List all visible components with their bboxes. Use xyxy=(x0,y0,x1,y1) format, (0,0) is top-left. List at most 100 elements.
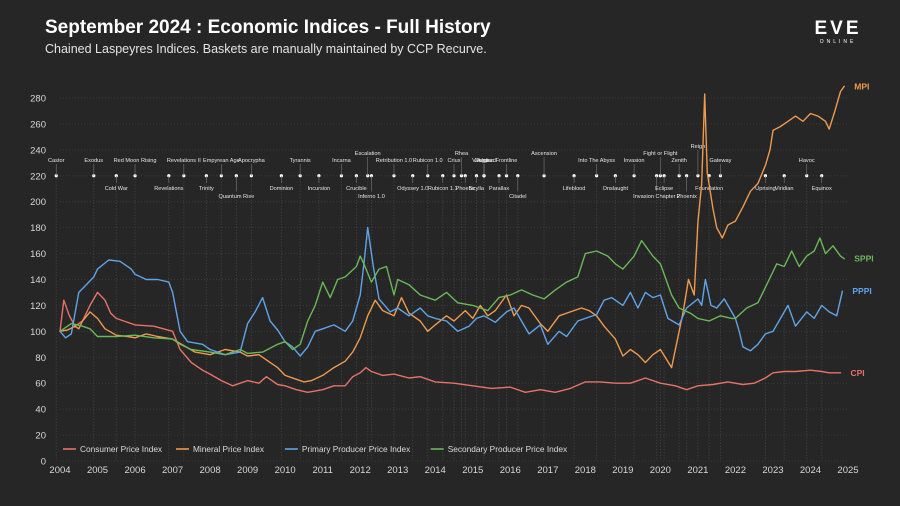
legend: Consumer Price Index Mineral Price Index P… xyxy=(63,444,568,454)
release-label: Havoc xyxy=(799,158,815,164)
release-marker-dot xyxy=(763,174,768,178)
release-label: Retribution 1.0 xyxy=(376,158,412,164)
release-label: Lifeblood xyxy=(563,186,586,192)
release-label: Fight or Flight xyxy=(643,151,678,157)
release-label: Empyrean Age xyxy=(203,158,240,164)
release-label: Aegis xyxy=(477,158,491,164)
x-tick-label: 2014 xyxy=(425,465,446,476)
release-label: Equinox xyxy=(812,186,832,192)
release-label: Citadel xyxy=(509,194,526,200)
series-end-label-mpi: MPI xyxy=(854,81,869,91)
y-tick-label: 80 xyxy=(35,353,46,364)
release-label: Ascension xyxy=(531,151,557,157)
y-tick-label: 60 xyxy=(35,379,46,390)
y-tick-label: 160 xyxy=(30,249,46,260)
y-tick-label: 140 xyxy=(30,275,46,286)
release-label: Rhea xyxy=(455,151,469,157)
release-label: Phoenix xyxy=(677,194,697,200)
y-tick-label: 0 xyxy=(41,457,46,468)
x-tick-label: 2004 xyxy=(49,465,70,476)
series-end-label-cpi: CPI xyxy=(850,368,864,378)
release-label: Rubicon 1.1 xyxy=(428,186,458,192)
release-label: Eclipse xyxy=(655,186,673,192)
eve-online-logo: EVE ONLINE xyxy=(808,18,868,46)
release-label: Revelations xyxy=(154,186,183,192)
release-label: Phoebe xyxy=(456,186,475,192)
release-label: Viridian xyxy=(775,186,794,192)
x-tick-label: 2017 xyxy=(537,465,558,476)
release-label: Rubicon 1.0 xyxy=(413,158,443,164)
x-tick-label: 2015 xyxy=(462,465,483,476)
x-tick-label: 2021 xyxy=(687,465,708,476)
release-label: Parallax xyxy=(489,186,509,192)
logo-wordmark: EVE xyxy=(814,18,862,39)
release-label: Quantum Rise xyxy=(218,194,254,200)
series-end-label-sppi: SPPI xyxy=(854,254,873,264)
y-tick-label: 180 xyxy=(30,223,46,234)
release-label: Invasion xyxy=(624,158,645,164)
x-tick-label: 2011 xyxy=(312,465,332,476)
release-label: Odyssey 1.0 xyxy=(397,186,428,192)
release-marker-dot xyxy=(317,174,321,178)
x-tick-label: 2025 xyxy=(837,465,858,476)
x-tick-label: 2009 xyxy=(237,465,258,476)
release-label: Crius xyxy=(447,158,460,164)
release-label: Cold War xyxy=(105,186,128,192)
release-marker-dot xyxy=(474,174,479,178)
y-tick-label: 200 xyxy=(30,197,46,208)
x-tick-label: 2023 xyxy=(762,465,783,476)
release-marker-dot xyxy=(279,174,283,178)
release-label: Incursion xyxy=(308,186,331,192)
x-tick-label: 2018 xyxy=(575,465,596,476)
release-marker-dot xyxy=(516,174,520,178)
release-label: Into The Abyss xyxy=(578,158,615,164)
release-label: Apocrypha xyxy=(238,158,266,164)
y-tick-label: 40 xyxy=(35,405,46,416)
legend-label-mpi: Mineral Price Index xyxy=(193,444,265,454)
x-tick-label: 2007 xyxy=(162,465,183,476)
series-lines: CPI MPI PPPI SPPI xyxy=(59,81,874,393)
x-tick-label: 2006 xyxy=(124,465,145,476)
x-tick-label: 2010 xyxy=(275,465,296,476)
release-label: Onslaught xyxy=(603,186,629,192)
release-label: Gateway xyxy=(709,158,731,164)
release-marker-dot xyxy=(820,174,824,178)
release-label: Exodus xyxy=(84,158,103,164)
x-tick-label: 2008 xyxy=(200,465,221,476)
y-tick-label: 120 xyxy=(30,301,46,312)
release-label: Revelations II xyxy=(167,158,201,164)
release-marker-dot xyxy=(369,174,374,178)
chart-title: September 2024 : Economic Indices - Full… xyxy=(45,17,491,38)
release-marker-dot xyxy=(234,174,238,178)
release-label: Vanguard xyxy=(472,158,496,164)
series-line-sppi xyxy=(59,237,845,356)
release-marker-dot xyxy=(572,174,576,178)
y-tick-label: 220 xyxy=(30,171,46,182)
release-label: Invasion Chapter 2 xyxy=(633,194,680,200)
x-tick-label: 2024 xyxy=(800,465,821,476)
legend-label-sppi: Secondary Producer Price Index xyxy=(448,444,568,454)
release-annotations: Castor Exodus Cold War Red Moon Rising Revel… xyxy=(48,144,832,461)
release-label: Zenith xyxy=(671,158,687,164)
release-label: Incarna xyxy=(332,158,352,164)
release-label: Frontline xyxy=(496,158,518,164)
release-marker-dot xyxy=(167,174,171,178)
series-line-cpi xyxy=(59,291,842,393)
x-tick-label: 2022 xyxy=(725,465,746,476)
release-marker-dot xyxy=(655,174,659,178)
release-marker-dot xyxy=(354,174,359,178)
y-tick-label: 20 xyxy=(35,431,46,442)
y-tick-label: 280 xyxy=(30,93,46,104)
x-tick-label: 2020 xyxy=(650,465,671,476)
chart-subtitle: Chained Laspeyres Indices. Baskets are m… xyxy=(45,42,487,56)
release-label: Crucible xyxy=(346,186,367,192)
release-marker-dot xyxy=(204,174,208,178)
x-tick-label: 2019 xyxy=(612,465,633,476)
release-label: Red Moon Rising xyxy=(114,158,157,164)
series-line-pppi xyxy=(59,226,844,357)
release-marker-dot xyxy=(685,174,689,178)
legend-label-pppi: Primary Producer Price Index xyxy=(302,444,411,454)
axes: 0 20 40 60 80 100 120 140 160 180 200 220 240 260 280 2… xyxy=(30,93,858,476)
release-marker-dot xyxy=(463,174,467,178)
